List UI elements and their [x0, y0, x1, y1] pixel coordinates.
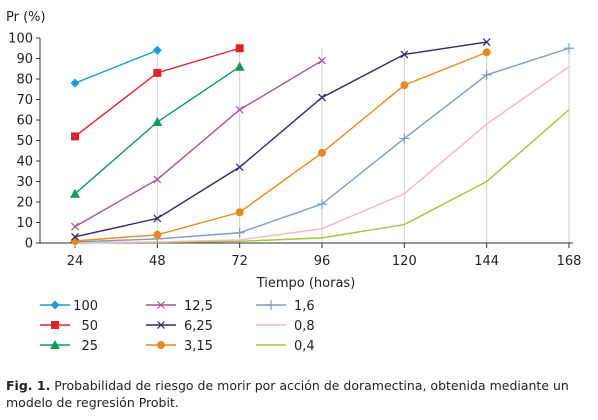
- legend-label-25: 25: [81, 339, 98, 354]
- caption-label: Fig. 1.: [6, 378, 51, 393]
- series-line-3-15: [74, 51, 487, 242]
- y-tick-label-50: 50: [16, 134, 33, 149]
- point-12-5-72: [235, 105, 244, 114]
- point-1-6-168: [564, 43, 574, 54]
- legend-marker-50: [51, 321, 59, 329]
- y-tick-label-80: 80: [16, 73, 33, 88]
- legend-label-6-25: 6,25: [184, 319, 213, 334]
- figure-caption: Fig. 1. Probabilidad de riesgo de morir …: [6, 377, 594, 411]
- point-6-25-144: [482, 38, 491, 47]
- y-tick-label-100: 100: [8, 32, 33, 47]
- point-6-25-24: [71, 232, 79, 241]
- series-25: [70, 61, 245, 198]
- point-50-48: [153, 68, 162, 77]
- legend-label-0-8: 0,8: [294, 319, 315, 334]
- series-12-5: [71, 56, 326, 231]
- legend-marker-100: [50, 300, 60, 310]
- series-6-25: [71, 38, 491, 241]
- legend-marker-1-6: [266, 300, 276, 310]
- point-100-24: [70, 78, 80, 88]
- axes: 0 10 20 30 40 50 60 70 80 90 100 24 48 72 96 120 144 168: [8, 32, 581, 270]
- point-100-48: [152, 45, 162, 55]
- x-tick-label-96: 96: [314, 254, 331, 269]
- grid-lines: [156, 48, 570, 243]
- y-tick-label-70: 70: [16, 93, 33, 108]
- point-3-15-120: [400, 81, 409, 90]
- legend-item-1-6: 1,6: [256, 299, 315, 314]
- y-tick-label-0: 0: [25, 237, 33, 252]
- point-50-72: [235, 44, 244, 53]
- legend-label-12-5: 12,5: [184, 299, 213, 314]
- point-12-5-24: [71, 222, 79, 231]
- point-1-6-120: [399, 133, 410, 144]
- series-line-12-5: [74, 59, 323, 228]
- point-12-5-96: [318, 56, 326, 65]
- point-3-15-24: [71, 236, 79, 245]
- point-6-25-72: [235, 163, 244, 172]
- y-tick-label-30: 30: [16, 175, 33, 190]
- series-layer: [70, 38, 574, 247]
- legend-item-0-4: 0,4: [256, 339, 315, 354]
- point-3-15-48: [153, 230, 162, 239]
- series-100: [70, 45, 162, 88]
- point-25-72: [234, 61, 245, 71]
- legend-item-100: 100: [40, 299, 98, 314]
- point-3-15-144: [482, 48, 491, 57]
- point-6-25-120: [400, 50, 409, 59]
- legend-item-12-5: 12,5: [146, 299, 213, 314]
- legend-label-1-6: 1,6: [294, 299, 315, 314]
- legend-label-50: 50: [81, 319, 98, 334]
- y-tick-label-40: 40: [16, 155, 33, 170]
- legend-label-0-4: 0,4: [294, 339, 315, 354]
- legend-label-100: 100: [73, 299, 98, 314]
- x-tick-label-120: 120: [392, 254, 417, 269]
- legend-marker-12-5: [157, 301, 165, 309]
- legend-item-50: 50: [40, 319, 98, 334]
- point-3-15-96: [318, 148, 326, 157]
- x-tick-label-24: 24: [67, 254, 84, 269]
- x-tick-label-168: 168: [557, 254, 582, 269]
- x-tick-label-72: 72: [231, 254, 248, 269]
- series-3-15: [71, 48, 491, 245]
- point-12-5-48: [153, 175, 162, 184]
- x-tick-label-144: 144: [474, 254, 499, 269]
- y-tick-label-10: 10: [16, 216, 33, 231]
- point-6-25-96: [318, 93, 326, 102]
- legend-marker-6-25: [157, 321, 165, 329]
- y-axis-label: Pr (%): [6, 10, 46, 25]
- y-tick-label-60: 60: [16, 114, 33, 129]
- y-tick-label-20: 20: [16, 196, 33, 211]
- legend-label-3-15: 3,15: [184, 339, 213, 354]
- point-1-6-72: [234, 227, 245, 238]
- caption-text: Probabilidad de riesgo de morir por acci…: [6, 378, 569, 410]
- x-axis-label: Tiempo (horas): [256, 276, 356, 291]
- point-6-25-48: [153, 214, 162, 223]
- legend: 100 50 25 12,5 6,25 3,15 1,6 0,8 0,4: [40, 299, 315, 354]
- legend-marker-25: [50, 340, 60, 349]
- x-tick-label-48: 48: [149, 254, 166, 269]
- legend-item-25: 25: [40, 339, 98, 354]
- legend-item-6-25: 6,25: [146, 319, 213, 334]
- point-25-24: [70, 188, 80, 198]
- point-1-6-96: [317, 199, 327, 210]
- series-line-100: [74, 49, 158, 84]
- point-50-24: [71, 132, 79, 141]
- legend-item-0-8: 0,8: [256, 319, 315, 334]
- point-25-48: [152, 117, 163, 127]
- legend-item-3-15: 3,15: [146, 339, 213, 354]
- point-3-15-72: [235, 208, 244, 217]
- series-line-6-25: [74, 41, 487, 238]
- point-1-6-144: [481, 69, 492, 80]
- legend-marker-3-15: [157, 341, 165, 349]
- y-tick-label-90: 90: [16, 52, 33, 67]
- series-50: [71, 44, 244, 141]
